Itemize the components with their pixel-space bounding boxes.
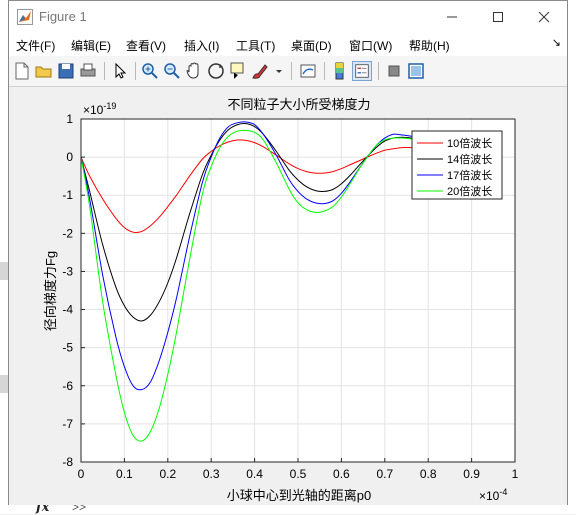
x-exponent-label: ×10-4 [479,487,507,503]
legend-icon[interactable] [352,61,372,81]
menu-insert[interactable]: 插入(I) [184,39,220,53]
show-plot-tools-icon[interactable] [406,61,426,81]
menu-tools[interactable]: 工具(T) [236,39,276,53]
y-tick-labels: 1 0 -1 -2 -3 -4 -5 -6 -7 -8 [62,112,73,469]
close-icon [538,11,550,22]
window-title: Figure 1 [39,9,87,24]
y-axis-label: 径向梯度力Fg [43,251,58,331]
axes-box [80,118,516,463]
print-icon[interactable] [78,61,98,81]
toolbar-separator [291,62,292,80]
toolbar-separator [378,62,379,80]
menu-window[interactable]: 窗口(W) [349,39,393,53]
y-tick-label: -4 [62,303,73,317]
x-tick-label: 0.9 [463,467,480,481]
series-group [80,121,420,442]
y-tick-label: -2 [62,226,73,240]
x-tick-label: 0.1 [116,467,133,481]
line-chart[interactable]: 不同粒子大小所受梯度力 ×10-19 ×10-4 0 0.1 0.2 0.3 0.4 0.… [9,87,567,505]
zoom-in-icon[interactable] [140,61,160,81]
maximize-icon [493,11,503,22]
matlab-logo-icon [17,9,33,25]
menu-edit[interactable]: 编辑(E) [71,39,111,53]
menu-bar: 文件(F) 编辑(E) 查看(V) 插入(I) 工具(T) 桌面(D) 窗口(W… [9,32,567,56]
menu-help[interactable]: 帮助(H) [409,39,450,53]
legend-label: 10倍波长 [447,136,492,150]
brush-icon[interactable] [250,61,270,81]
x-tick-label: 0.2 [159,467,176,481]
legend-box [411,130,503,200]
menu-desktop[interactable]: 桌面(D) [291,39,332,53]
y-exponent-label: ×10-19 [83,101,116,117]
x-tick-label: 0.7 [376,467,393,481]
zoom-out-icon[interactable] [162,61,182,81]
series-line-1[interactable] [80,122,420,322]
minimize-icon [447,16,457,17]
new-figure-icon[interactable] [12,61,32,81]
x-tick-label: 0 [78,467,85,481]
select-arrow-icon[interactable] [110,61,130,81]
menu-file[interactable]: 文件(F) [16,39,56,53]
title-bar: Figure 1 [9,1,567,32]
dock-arrow-icon[interactable]: ↘ [551,37,561,49]
y-tick-label: -1 [62,188,73,202]
brush-dropdown-icon[interactable] [274,61,284,81]
x-tick-label: 0.8 [420,467,437,481]
figure-window: Figure 1 文件(F) 编辑(E) 查看(V) 插入(I) 工具(T) 桌… [8,0,568,505]
y-tick-label: -8 [62,455,73,469]
pan-hand-icon[interactable] [184,61,204,81]
x-tick-label: 0.6 [333,467,350,481]
legend-label: 14倍波长 [447,152,492,166]
x-tick-labels: 0 0.1 0.2 0.3 0.4 0.5 0.6 0.7 0.8 0.9 1 [78,467,519,481]
x-tick-label: 0.3 [203,467,220,481]
save-icon[interactable] [56,61,76,81]
chart-title: 不同粒子大小所受梯度力 [227,97,370,112]
toolbar-separator [324,62,325,80]
rotate-3d-icon[interactable] [206,61,226,81]
x-tick-label: 1 [512,467,519,481]
open-file-icon[interactable] [34,61,54,81]
y-tick-label: 0 [66,150,73,164]
x-axis-label: 小球中心到光轴的距离p0 [227,488,371,503]
background-scrollbar-segment [0,375,10,393]
toolbar-separator [135,62,136,80]
y-tick-label: -7 [62,417,73,431]
y-tick-label: 1 [66,112,73,126]
y-tick-label: -3 [62,264,73,278]
close-button[interactable] [521,1,567,32]
y-tick-label: -5 [62,341,73,355]
x-tick-label: 0.5 [290,467,307,481]
hide-plot-tools-icon[interactable] [384,61,404,81]
series-line-3[interactable] [80,129,420,442]
figure-toolbar [9,56,567,87]
figure-canvas: 不同粒子大小所受梯度力 ×10-19 ×10-4 0 0.1 0.2 0.3 0.4 0.… [9,87,567,505]
legend-label: 20倍波长 [447,184,492,198]
minimize-button[interactable] [429,1,475,32]
series-line-0[interactable] [80,139,420,234]
legend-label: 17倍波长 [447,168,492,182]
maximize-button[interactable] [475,1,521,32]
data-cursor-icon[interactable] [228,61,248,81]
y-tick-label: -6 [62,379,73,393]
legend[interactable]: 10倍波长 14倍波长 17倍波长 20倍波长 [411,130,503,200]
link-plot-icon[interactable] [298,61,318,81]
toolbar-separator [104,62,105,80]
menu-view[interactable]: 查看(V) [126,39,166,53]
colorbar-icon[interactable] [330,61,350,81]
background-scrollbar-segment [0,262,10,280]
x-tick-label: 0.4 [246,467,263,481]
